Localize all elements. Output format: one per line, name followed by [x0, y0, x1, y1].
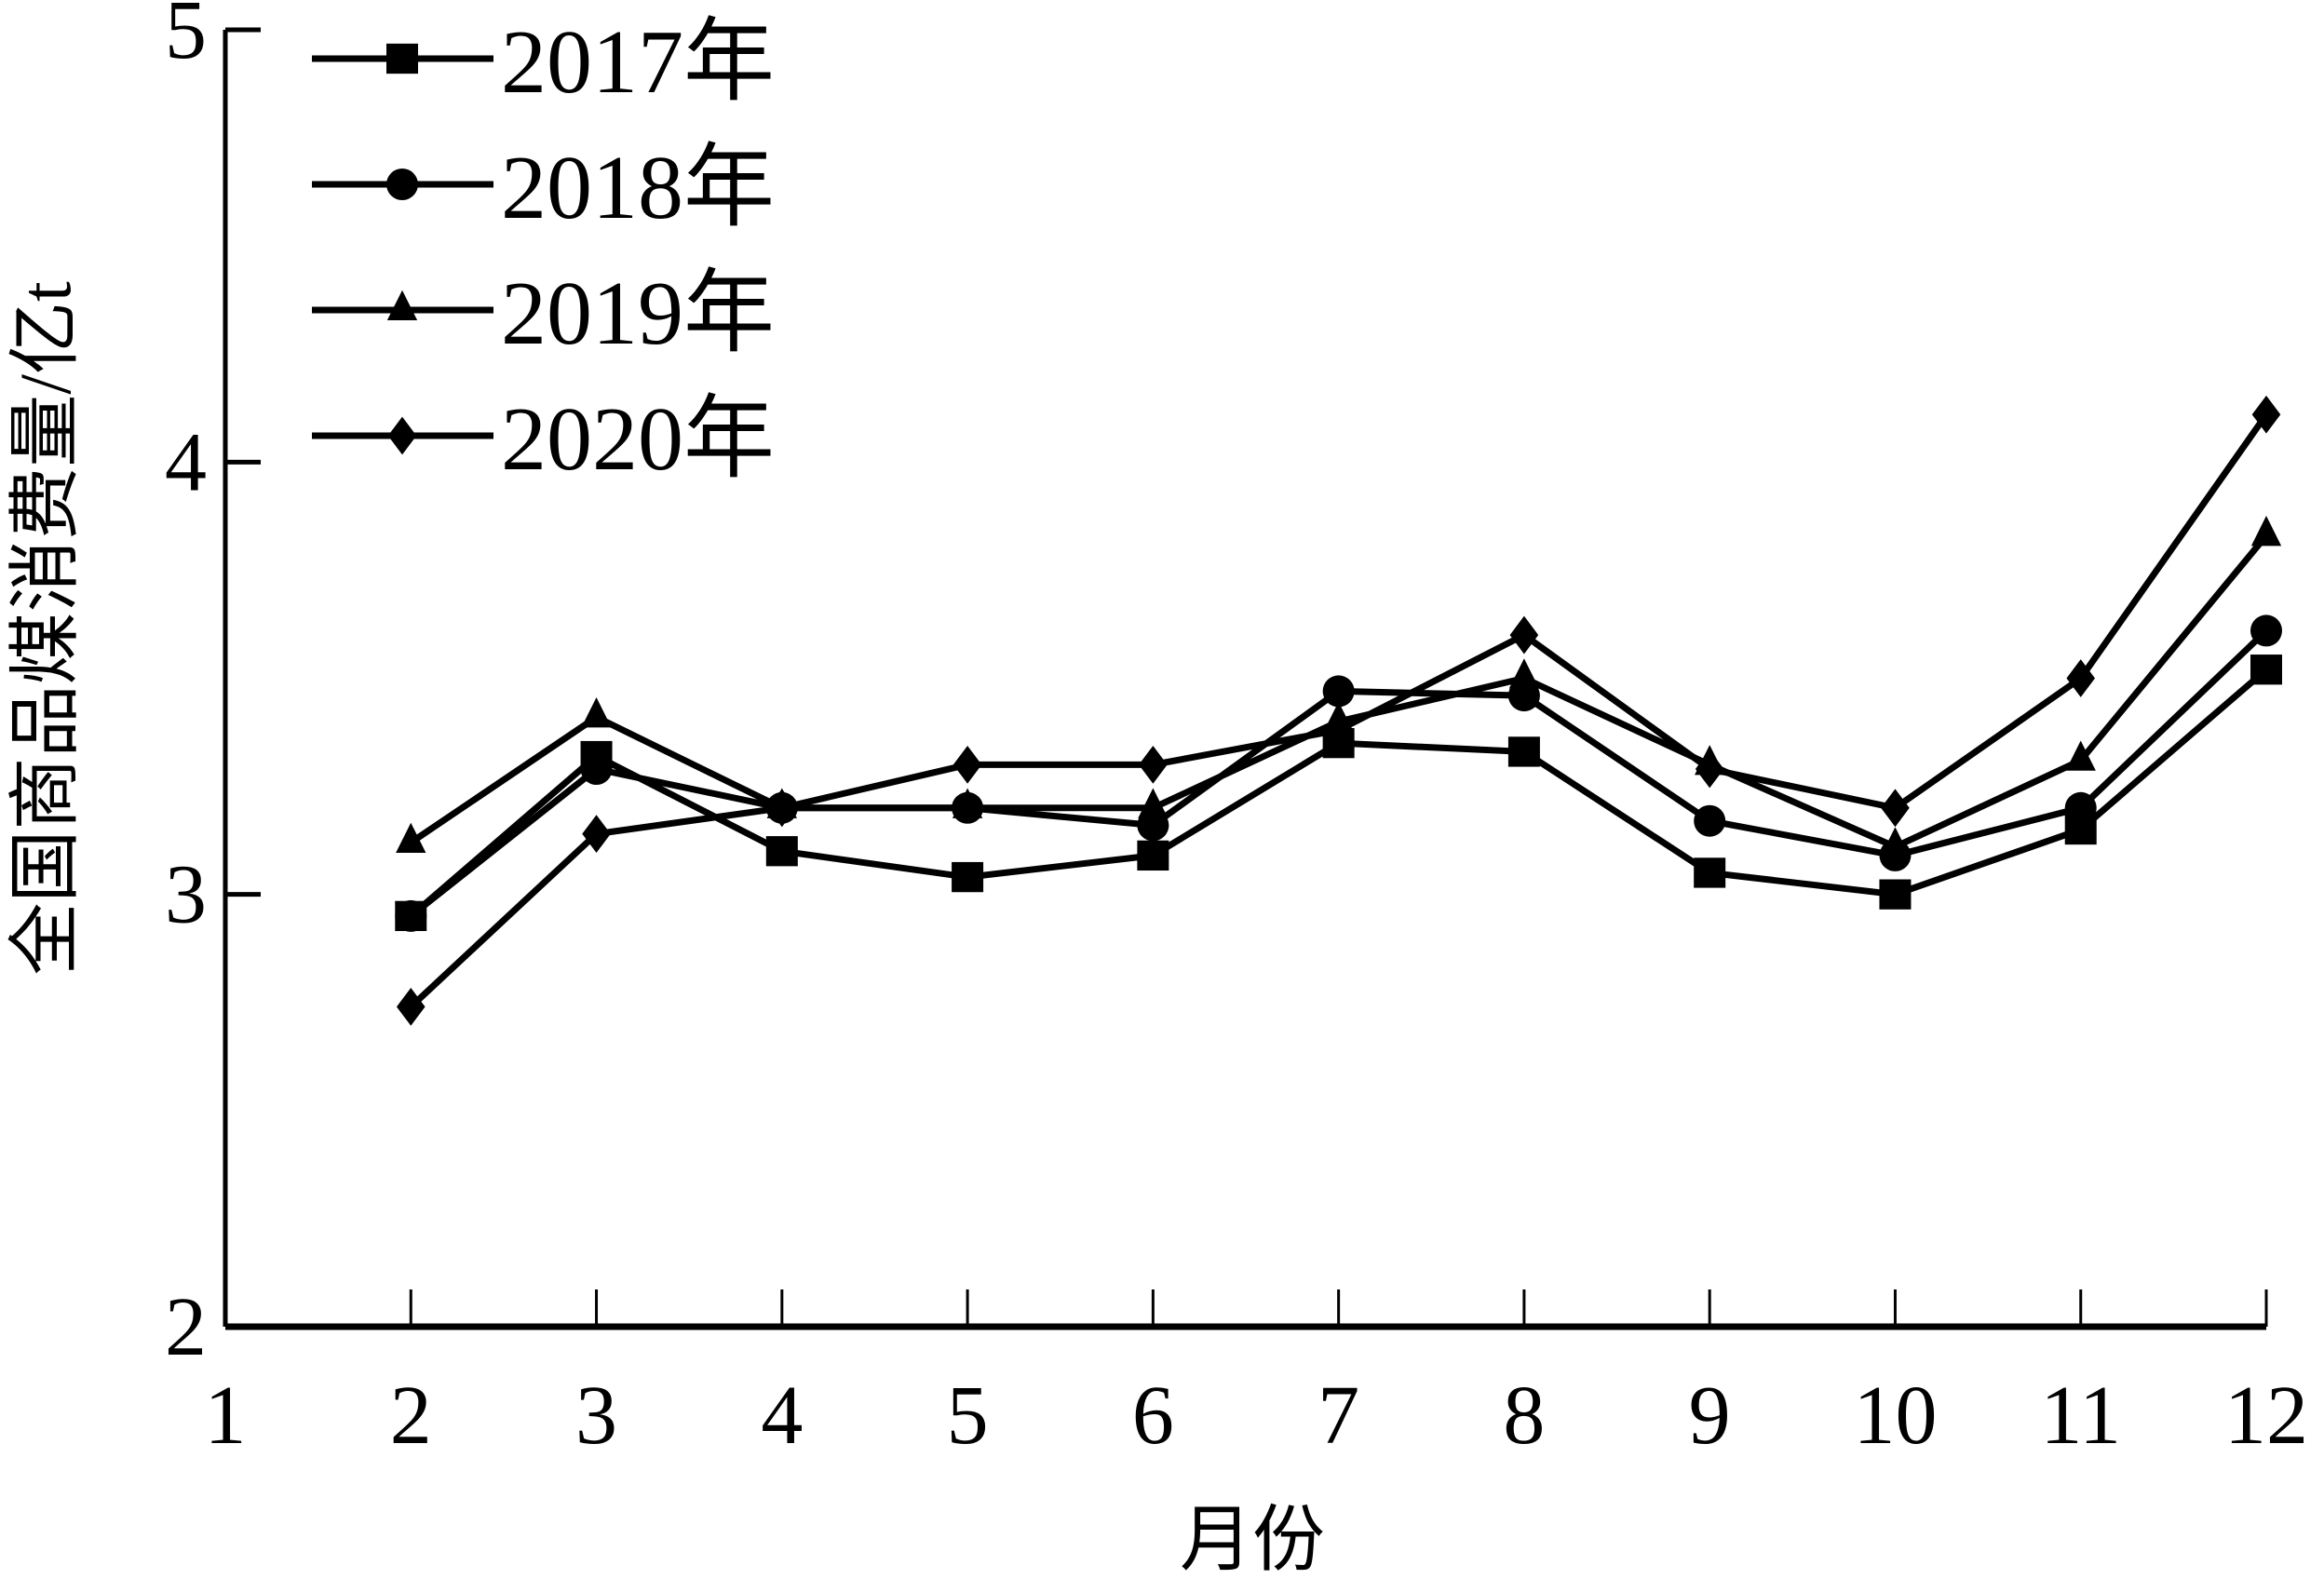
square-marker-icon [952, 861, 984, 893]
series-layer [395, 395, 2282, 1026]
legend: 2017年 2018年 2019年 2020年 [312, 12, 775, 490]
diamond-marker-icon [1881, 789, 1910, 828]
triangle-marker-icon [1508, 658, 1540, 689]
square-marker-icon [1879, 879, 1912, 910]
x-tick-label: 3 [575, 1370, 617, 1462]
diamond-marker-icon [1695, 749, 1724, 789]
y-axis-label: 全国商品煤消费量/亿t [5, 281, 86, 976]
diamond-marker-icon [2251, 395, 2281, 434]
square-marker-icon [1507, 736, 1540, 767]
legend-item: 2019年 [312, 263, 775, 364]
y-tick-label: 4 [165, 416, 207, 508]
triangle-marker-icon [2250, 516, 2282, 547]
x-tick-label: 8 [1503, 1370, 1545, 1462]
x-tick-label: 10 [1853, 1370, 1937, 1462]
triangle-marker-icon [2065, 740, 2096, 771]
legend-label: 2018年 [501, 138, 775, 238]
circle-marker-icon [2250, 614, 2282, 647]
triangle-marker-icon [1880, 827, 1911, 857]
triangle-marker-icon [396, 822, 426, 853]
diamond-marker-icon [1509, 615, 1539, 655]
circle-marker-icon [580, 753, 613, 786]
square-marker-icon [1137, 840, 1169, 871]
x-tick-label: 9 [1689, 1370, 1731, 1462]
triangle-marker-icon [581, 697, 612, 728]
diamond-legend-icon [387, 416, 417, 455]
circle-legend-icon [386, 169, 418, 200]
x-tick-label: 1 [205, 1370, 247, 1462]
diamond-marker-icon [767, 789, 797, 828]
series-line [409, 628, 2269, 919]
legend-label: 2019年 [501, 263, 775, 364]
x-tick-label: 6 [1132, 1370, 1174, 1462]
circle-marker-icon [1322, 675, 1355, 708]
square-legend-icon [386, 43, 418, 74]
x-tick-label: 11 [2040, 1370, 2121, 1462]
triangle-legend-icon [386, 290, 418, 321]
series-diamond [396, 395, 2281, 1026]
diamond-marker-icon [582, 815, 611, 854]
circle-marker-icon [2064, 791, 2097, 824]
legend-item: 2020年 [312, 389, 775, 490]
diamond-marker-icon [396, 987, 426, 1026]
diamond-marker-icon [2066, 659, 2096, 697]
y-tick-label: 5 [165, 0, 207, 76]
x-tick-label: 12 [2224, 1370, 2308, 1462]
diamond-marker-icon [1324, 710, 1353, 749]
legend-item: 2017年 [312, 12, 775, 113]
square-marker-icon [765, 836, 798, 867]
square-marker-icon [1694, 857, 1726, 888]
x-tick-label: 7 [1317, 1370, 1359, 1462]
diamond-marker-icon [1139, 745, 1168, 784]
legend-label: 2020年 [501, 389, 775, 490]
triangle-marker-icon [1138, 788, 1169, 818]
diamond-marker-icon [953, 745, 982, 784]
series-circle [395, 614, 2282, 932]
x-tick-label: 2 [390, 1370, 432, 1462]
legend-label: 2017年 [501, 12, 775, 113]
circle-marker-icon [395, 899, 427, 932]
x-tick-label: 4 [761, 1370, 803, 1462]
triangle-marker-icon [952, 788, 983, 818]
x-tick-label: 5 [947, 1370, 989, 1462]
y-tick-label: 3 [165, 849, 207, 941]
square-marker-icon [2250, 655, 2282, 685]
legend-item: 2018年 [312, 138, 775, 238]
circle-marker-icon [1694, 804, 1726, 837]
y-tick-label: 2 [165, 1281, 207, 1373]
x-axis-label: 月份 [1180, 1499, 1325, 1574]
